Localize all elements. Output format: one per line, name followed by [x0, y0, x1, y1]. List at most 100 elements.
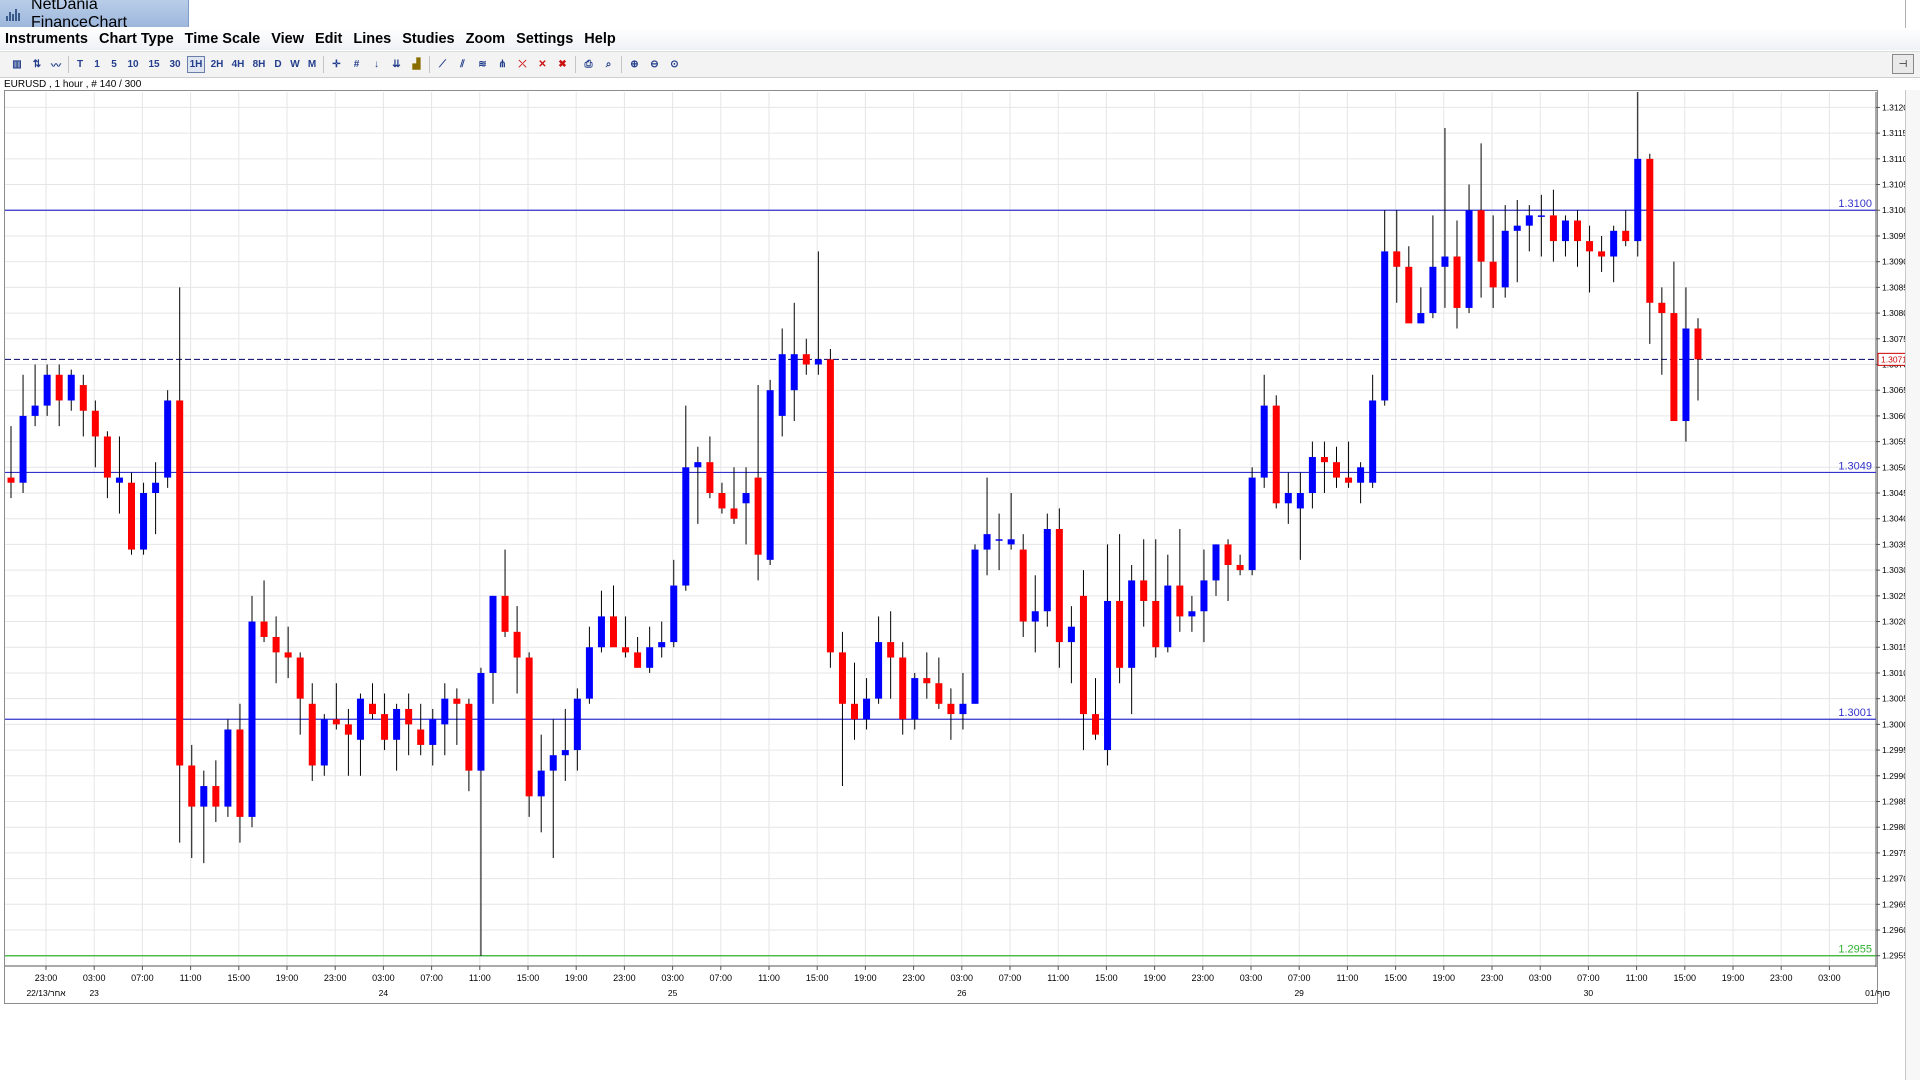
- delete-icon[interactable]: ✕: [538, 59, 547, 70]
- candle-bull[interactable]: [814, 359, 822, 365]
- candle-bear[interactable]: [272, 636, 280, 653]
- channel-icon[interactable]: ⫽: [460, 59, 465, 70]
- candle-bull[interactable]: [19, 415, 27, 483]
- candle-bear[interactable]: [1152, 600, 1160, 648]
- candle-bear[interactable]: [1453, 256, 1461, 308]
- right-scrollbar[interactable]: [1905, 90, 1920, 1080]
- candle-bear[interactable]: [935, 683, 943, 704]
- period-button-1[interactable]: 1: [94, 59, 100, 70]
- candle-bull[interactable]: [766, 390, 774, 560]
- compare-icon[interactable]: ⇅: [32, 59, 42, 70]
- candle-bear[interactable]: [1176, 585, 1184, 617]
- candle-bull[interactable]: [670, 585, 678, 643]
- candle-bear[interactable]: [1549, 215, 1557, 242]
- candle-bull[interactable]: [164, 400, 172, 478]
- candle-bull[interactable]: [477, 672, 485, 771]
- candle-bull[interactable]: [1634, 158, 1642, 242]
- candle-bull[interactable]: [585, 647, 593, 699]
- candle-bear[interactable]: [1670, 313, 1678, 422]
- period-button-2h[interactable]: 2H: [210, 59, 224, 70]
- candle-bull[interactable]: [1501, 230, 1509, 288]
- candle-bear[interactable]: [610, 616, 617, 648]
- menu-settings[interactable]: Settings: [516, 31, 574, 47]
- candle-bull[interactable]: [140, 493, 148, 550]
- menu-instruments[interactable]: Instruments: [5, 31, 88, 47]
- candle-bear[interactable]: [332, 719, 340, 725]
- candle-bull[interactable]: [1682, 328, 1690, 422]
- candle-bull[interactable]: [248, 621, 256, 817]
- grid-icon[interactable]: #: [353, 59, 360, 70]
- fibonacci-icon[interactable]: ≋: [478, 59, 487, 70]
- candle-bear[interactable]: [1236, 564, 1244, 571]
- line-icon[interactable]: 〰: [51, 61, 61, 72]
- candle-bear[interactable]: [1055, 529, 1063, 643]
- candle-bull[interactable]: [911, 678, 919, 720]
- candle-bull[interactable]: [875, 642, 883, 699]
- candle-bear[interactable]: [1646, 158, 1654, 303]
- candle-bear[interactable]: [405, 708, 413, 725]
- menu-edit[interactable]: Edit: [314, 31, 343, 47]
- candle-bull[interactable]: [790, 354, 798, 391]
- candle-bear[interactable]: [1405, 266, 1413, 324]
- menu-chart-type[interactable]: Chart Type: [99, 31, 174, 47]
- candle-bull[interactable]: [959, 703, 967, 715]
- menu-view[interactable]: View: [271, 31, 304, 47]
- candle-bull[interactable]: [537, 770, 545, 797]
- candle-bear[interactable]: [212, 786, 220, 807]
- candle-bear[interactable]: [706, 462, 714, 494]
- indicator-icon[interactable]: ⇊: [392, 59, 401, 70]
- candle-bull[interactable]: [1513, 225, 1521, 231]
- print-preview-icon[interactable]: ⌕: [605, 59, 612, 70]
- candle-bear[interactable]: [417, 729, 425, 745]
- candle-bear[interactable]: [525, 657, 533, 797]
- candle-bear[interactable]: [55, 374, 63, 401]
- candle-bull[interactable]: [995, 539, 1003, 541]
- period-button-15[interactable]: 15: [148, 59, 160, 70]
- candle-bull[interactable]: [441, 698, 449, 725]
- candle-bear[interactable]: [1272, 405, 1280, 504]
- candle-bear[interactable]: [91, 410, 99, 437]
- candle-bear[interactable]: [838, 652, 846, 704]
- candle-bull[interactable]: [646, 647, 654, 668]
- candle-bull[interactable]: [1212, 544, 1220, 581]
- candle-bear[interactable]: [369, 703, 376, 715]
- candle-bull[interactable]: [115, 477, 123, 483]
- candle-bear[interactable]: [381, 714, 389, 740]
- period-button-m[interactable]: M: [307, 59, 317, 70]
- menu-help[interactable]: Help: [584, 31, 616, 47]
- candle-bull[interactable]: [1537, 215, 1545, 217]
- candle-bull[interactable]: [971, 549, 979, 704]
- candle-bull[interactable]: [863, 698, 871, 720]
- candle-bull[interactable]: [1031, 611, 1039, 622]
- zoom-in-icon[interactable]: ⊕: [630, 59, 639, 70]
- candle-bull[interactable]: [1369, 400, 1377, 483]
- print-icon[interactable]: ⎙: [584, 59, 593, 70]
- candle-bear[interactable]: [887, 642, 895, 658]
- panel-toggle-button[interactable]: ⊣: [1892, 54, 1914, 74]
- candle-bull[interactable]: [1164, 585, 1172, 648]
- candle-bull[interactable]: [1188, 611, 1196, 617]
- candle-bear[interactable]: [296, 657, 304, 699]
- volume-icon[interactable]: ▟: [412, 59, 421, 70]
- candle-bull[interactable]: [561, 750, 569, 756]
- candle-bear[interactable]: [501, 595, 509, 632]
- menu-time-scale[interactable]: Time Scale: [184, 31, 261, 47]
- candle-bear[interactable]: [79, 385, 87, 411]
- candle-bear[interactable]: [308, 703, 316, 766]
- candle-bear[interactable]: [465, 703, 473, 771]
- period-button-5[interactable]: 5: [111, 59, 117, 70]
- candle-bull[interactable]: [1441, 256, 1449, 267]
- period-button-1h[interactable]: 1H: [187, 56, 205, 73]
- candle-bear[interactable]: [718, 493, 726, 509]
- chart-frame[interactable]: [4, 90, 1878, 1004]
- candle-bear[interactable]: [1622, 230, 1630, 242]
- candle-bull[interactable]: [1465, 210, 1473, 308]
- candle-bear[interactable]: [1224, 544, 1232, 565]
- period-button-8h[interactable]: 8H: [252, 59, 266, 70]
- candle-bull[interactable]: [694, 462, 702, 468]
- candle-bull[interactable]: [1007, 539, 1015, 545]
- period-button-w[interactable]: W: [290, 59, 300, 70]
- candle-bull[interactable]: [1104, 600, 1112, 751]
- candle-bull[interactable]: [597, 616, 605, 648]
